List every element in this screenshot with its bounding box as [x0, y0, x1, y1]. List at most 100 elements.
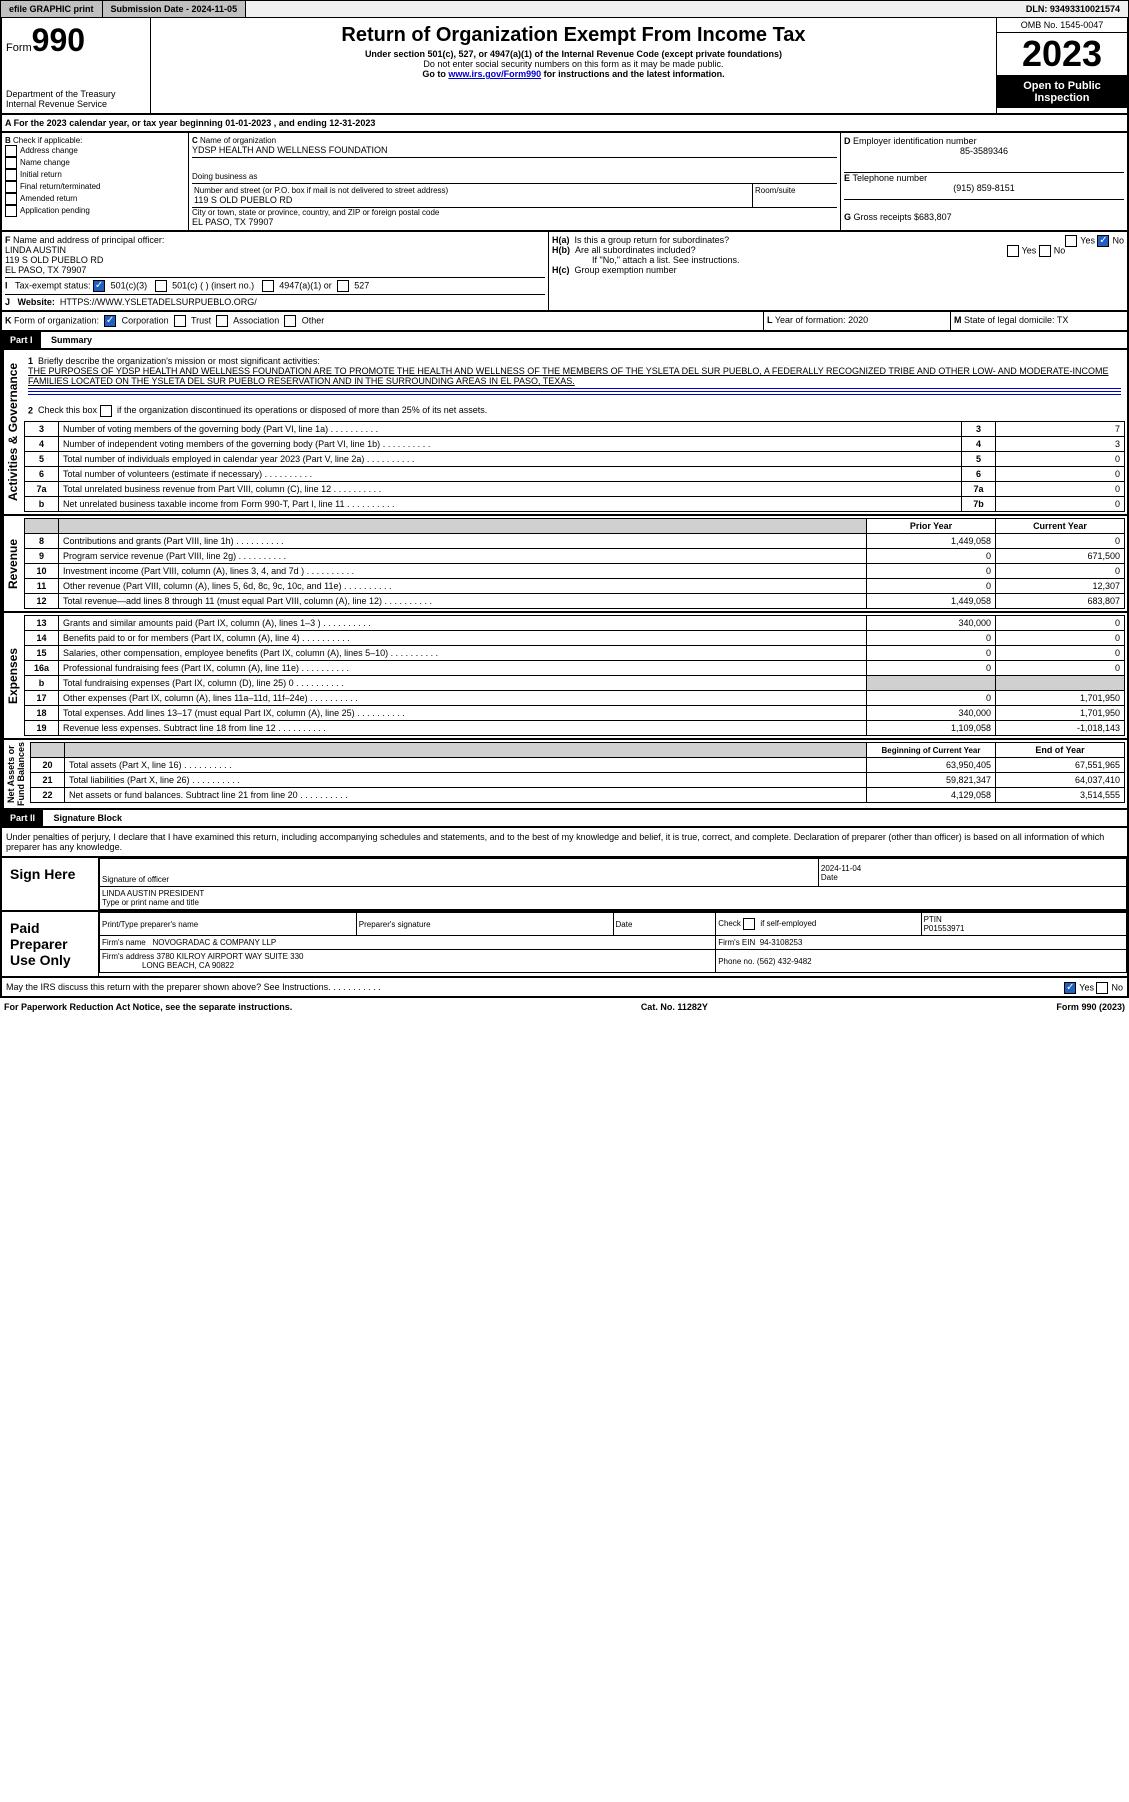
form-title: Return of Organization Exempt From Incom… [155, 24, 992, 47]
dln: DLN: 93493310021574 [1018, 1, 1128, 17]
irs-label: Internal Revenue Service [6, 99, 146, 109]
chk-hb-no[interactable] [1039, 245, 1051, 257]
m-label: State of legal domicile: [964, 315, 1055, 325]
chk-other[interactable] [284, 315, 296, 327]
officer-name: LINDA AUSTIN [5, 245, 545, 255]
ein-label: Employer identification number [853, 136, 977, 146]
chk-final-return[interactable]: Final return/terminated [5, 181, 185, 193]
ein-value: 85-3589346 [844, 146, 1124, 156]
line-a-taxyear: A For the 2023 calendar year, or tax yea… [2, 115, 378, 131]
footer-right: Form 990 (2023) [1056, 1002, 1125, 1012]
expenses-section: Expenses 13Grants and similar amounts pa… [0, 613, 1129, 740]
firm-addr-cell: Firm's address 3780 KILROY AIRPORT WAY S… [100, 950, 716, 973]
form-header: Form990 Department of the Treasury Inter… [0, 18, 1129, 115]
chk-self-employed[interactable] [743, 918, 755, 930]
netassets-section: Net Assets orFund Balances Beginning of … [0, 740, 1129, 810]
q1-label: Briefly describe the organization's miss… [38, 356, 320, 366]
footer-left: For Paperwork Reduction Act Notice, see … [4, 1002, 292, 1012]
chk-trust[interactable] [174, 315, 186, 327]
officer-label: Name and address of principal officer: [13, 235, 164, 245]
chk-4947[interactable] [262, 280, 274, 292]
form-label: Form [6, 42, 32, 54]
chk-app-pending[interactable]: Application pending [5, 205, 185, 217]
prep-name-label: Print/Type preparer's name [100, 913, 357, 936]
gross-label: Gross receipts $ [854, 212, 920, 222]
side-governance: Activities & Governance [2, 350, 22, 514]
gross-value: 683,807 [919, 212, 952, 222]
website-value: HTTPS://WWW.YSLETADELSURPUEBLO.ORG/ [60, 297, 257, 307]
chk-address-change[interactable]: Address change [5, 145, 185, 157]
officer-name-cell: LINDA AUSTIN PRESIDENTType or print name… [100, 887, 1127, 910]
subtitle-2: Do not enter social security numbers on … [155, 59, 992, 69]
dept-treasury: Department of the Treasury [6, 89, 146, 99]
footer: For Paperwork Reduction Act Notice, see … [0, 998, 1129, 1016]
irs-link[interactable]: www.irs.gov/Form990 [448, 69, 541, 79]
chk-discuss-no[interactable] [1096, 982, 1108, 994]
submission-date: Submission Date - 2024-11-05 [103, 1, 247, 17]
section-klm: K Form of organization: ✓ Corporation Tr… [0, 312, 1129, 332]
org-name: YDSP HEALTH AND WELLNESS FOUNDATION [192, 145, 837, 155]
chk-hb-yes[interactable] [1007, 245, 1019, 257]
chk-ha-no[interactable]: ✓ [1097, 235, 1109, 247]
paid-prep-label: Paid Preparer Use Only [2, 912, 99, 976]
side-netassets: Net Assets orFund Balances [2, 740, 28, 808]
phone-label: Telephone number [853, 173, 928, 183]
q2-text: Check this box if the organization disco… [38, 405, 487, 415]
firm-ein-cell: Firm's EIN 94-3108253 [716, 936, 1127, 950]
tax-status-label: Tax-exempt status: [15, 280, 91, 290]
k-label: Form of organization: [14, 315, 99, 325]
form-number: 990 [32, 22, 85, 58]
paid-preparer-row: Paid Preparer Use Only Print/Type prepar… [0, 912, 1129, 978]
chk-527[interactable] [337, 280, 349, 292]
open-public: Open to Public Inspection [997, 76, 1127, 108]
revenue-section: Revenue Prior YearCurrent Year 8Contribu… [0, 516, 1129, 613]
sign-here-label: Sign Here [2, 858, 99, 910]
website-label: Website: [18, 297, 55, 307]
chk-501c3[interactable]: ✓ [93, 280, 105, 292]
addr-label: Number and street (or P.O. box if mail i… [194, 186, 750, 195]
chk-assoc[interactable] [216, 315, 228, 327]
part2-header: Part II [2, 810, 43, 826]
b-label: Check if applicable: [13, 136, 82, 145]
room-label: Room/suite [753, 184, 837, 207]
chk-amended[interactable]: Amended return [5, 193, 185, 205]
chk-name-change[interactable]: Name change [5, 157, 185, 169]
section-fhij: F Name and address of principal officer:… [0, 232, 1129, 312]
perjury-text: Under penalties of perjury, I declare th… [0, 828, 1129, 858]
section-bcdefg: B Check if applicable: Address change Na… [0, 133, 1129, 232]
footer-center: Cat. No. 11282Y [641, 1002, 708, 1012]
m-value: TX [1057, 315, 1069, 325]
dba-label: Doing business as [192, 172, 837, 181]
officer-addr2: EL PASO, TX 79907 [5, 265, 545, 275]
city-label: City or town, state or province, country… [192, 208, 837, 217]
goto-pre: Go to [422, 69, 448, 79]
hb-label: Are all subordinates included? [575, 245, 696, 255]
governance-table: 3Number of voting members of the governi… [24, 421, 1125, 512]
revenue-table: Prior YearCurrent Year 8Contributions an… [24, 518, 1125, 609]
chk-discontinued[interactable] [100, 405, 112, 417]
chk-501c[interactable] [155, 280, 167, 292]
chk-corp[interactable]: ✓ [104, 315, 116, 327]
chk-discuss-yes[interactable]: ✓ [1064, 982, 1076, 994]
ptin-cell: PTINP01553971 [921, 913, 1126, 936]
omb-number: OMB No. 1545-0047 [997, 18, 1127, 33]
governance-section: Activities & Governance 1 Briefly descri… [0, 350, 1129, 516]
phone-value: (915) 859-8151 [844, 183, 1124, 193]
opt-527: 527 [354, 280, 369, 290]
sig-date-cell: 2024-11-04Date [818, 859, 1126, 887]
ha-label: Is this a group return for subordinates? [575, 235, 730, 245]
firm-phone-cell: Phone no. (562) 432-9482 [716, 950, 1127, 973]
city-state-zip: EL PASO, TX 79907 [192, 217, 837, 227]
sign-here-row: Sign Here Signature of officer 2024-11-0… [0, 858, 1129, 912]
chk-ha-yes[interactable] [1065, 235, 1077, 247]
part1-header: Part I [2, 332, 41, 348]
expenses-table: 13Grants and similar amounts paid (Part … [24, 615, 1125, 736]
efile-print-button[interactable]: efile GRAPHIC print [1, 1, 103, 17]
chk-initial-return[interactable]: Initial return [5, 169, 185, 181]
discuss-row: May the IRS discuss this return with the… [0, 978, 1129, 998]
opt-4947: 4947(a)(1) or [279, 280, 332, 290]
prep-sig-label: Preparer's signature [356, 913, 613, 936]
self-employed-cell: Check if self-employed [716, 913, 921, 936]
mission-text: THE PURPOSES OF YDSP HEALTH AND WELLNESS… [28, 366, 1109, 386]
subtitle-1: Under section 501(c), 527, or 4947(a)(1)… [155, 49, 992, 59]
